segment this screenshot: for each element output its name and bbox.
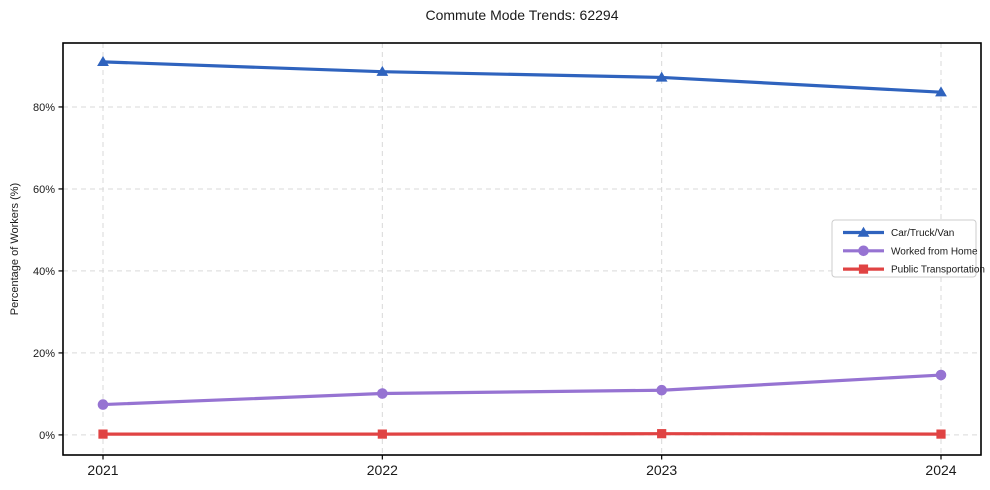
y-tick-label: 40% — [33, 266, 55, 278]
marker-public-transportation — [98, 429, 108, 439]
x-tick-label: 2023 — [646, 462, 677, 478]
chart-title: Commute Mode Trends: 62294 — [425, 7, 619, 23]
marker-worked-from-home — [97, 399, 109, 410]
marker-worked-from-home — [656, 384, 667, 396]
y-tick-label: 0% — [39, 430, 55, 442]
series-line-worked-from-home — [101, 373, 943, 407]
marker-public-transportation — [936, 429, 946, 439]
legend-label-worked-from-home: Worked from Home — [891, 246, 978, 257]
legend-marker-public-transportation — [858, 264, 869, 274]
y-tick-label: 60% — [33, 184, 55, 196]
legend-item-car-truck-van: Car/Truck/Van — [843, 226, 954, 239]
series-line-car-truck-van — [101, 60, 943, 94]
legend-label-public-transportation: Public Transportation — [891, 265, 985, 276]
x-tick-label: 2022 — [367, 462, 398, 478]
x-tick-label: 2024 — [925, 462, 956, 478]
legend-item-worked-from-home: Worked from Home — [843, 245, 978, 257]
y-tick-label: 80% — [33, 102, 55, 114]
marker-car-truck-van — [655, 71, 668, 82]
marker-public-transportation — [657, 429, 667, 439]
marker-car-truck-van — [935, 86, 947, 97]
legend-marker-car-truck-van — [857, 226, 870, 237]
legend: Car/Truck/Van Worked from Home Public Tran… — [831, 219, 985, 278]
marker-car-truck-van — [97, 56, 109, 67]
marker-public-transportation — [377, 429, 387, 439]
marker-worked-from-home — [935, 369, 947, 381]
y-tick-label: 20% — [33, 348, 55, 360]
legend-box — [831, 219, 977, 278]
legend-item-public-transportation: Public Transportation — [843, 264, 985, 276]
legend-marker-worked-from-home — [858, 245, 869, 257]
plot-frame — [62, 42, 982, 456]
legend-label-car-truck-van: Car/Truck/Van — [891, 228, 954, 239]
x-tick-label: 2021 — [87, 462, 118, 478]
marker-worked-from-home — [377, 388, 388, 399]
marker-car-truck-van — [376, 65, 389, 76]
